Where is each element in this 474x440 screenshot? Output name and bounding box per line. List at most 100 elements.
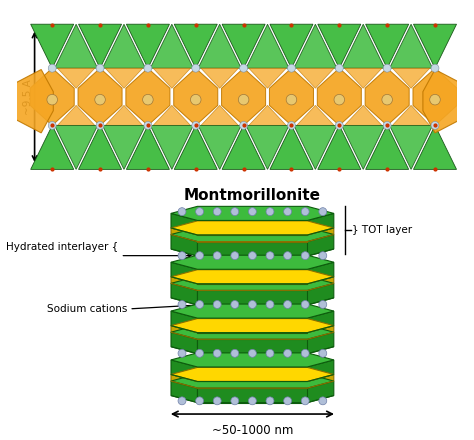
Polygon shape bbox=[127, 24, 169, 68]
Circle shape bbox=[319, 397, 327, 405]
Text: Hydrated interlayer {: Hydrated interlayer { bbox=[6, 242, 118, 252]
Circle shape bbox=[382, 94, 392, 105]
Polygon shape bbox=[150, 24, 193, 68]
Polygon shape bbox=[171, 304, 334, 318]
Circle shape bbox=[231, 208, 239, 216]
Polygon shape bbox=[197, 367, 308, 381]
Polygon shape bbox=[222, 24, 265, 68]
Polygon shape bbox=[423, 70, 471, 133]
Circle shape bbox=[334, 94, 345, 105]
Polygon shape bbox=[308, 332, 334, 354]
Polygon shape bbox=[31, 125, 74, 169]
Polygon shape bbox=[171, 277, 197, 290]
Polygon shape bbox=[5, 70, 53, 133]
Polygon shape bbox=[197, 284, 308, 290]
Circle shape bbox=[231, 252, 239, 260]
Circle shape bbox=[48, 121, 56, 129]
Polygon shape bbox=[57, 68, 95, 88]
Polygon shape bbox=[197, 381, 308, 388]
Polygon shape bbox=[294, 125, 337, 169]
Circle shape bbox=[213, 208, 221, 216]
Polygon shape bbox=[308, 381, 334, 403]
Polygon shape bbox=[392, 105, 430, 125]
Circle shape bbox=[231, 301, 239, 308]
Polygon shape bbox=[153, 68, 191, 88]
Circle shape bbox=[431, 121, 439, 129]
Polygon shape bbox=[79, 125, 122, 169]
Circle shape bbox=[96, 121, 104, 129]
Polygon shape bbox=[318, 24, 361, 68]
Polygon shape bbox=[365, 125, 409, 169]
Circle shape bbox=[319, 301, 327, 308]
Polygon shape bbox=[221, 68, 265, 125]
Polygon shape bbox=[308, 228, 334, 242]
Polygon shape bbox=[171, 262, 197, 284]
Polygon shape bbox=[55, 125, 98, 169]
Circle shape bbox=[240, 64, 247, 72]
Polygon shape bbox=[345, 68, 382, 88]
Polygon shape bbox=[171, 326, 197, 339]
Circle shape bbox=[178, 252, 186, 260]
Circle shape bbox=[383, 64, 391, 72]
Circle shape bbox=[178, 397, 186, 405]
Circle shape bbox=[288, 121, 295, 129]
Polygon shape bbox=[197, 333, 308, 339]
Circle shape bbox=[266, 349, 274, 357]
Polygon shape bbox=[270, 125, 313, 169]
Polygon shape bbox=[55, 24, 98, 68]
Polygon shape bbox=[390, 125, 433, 169]
Polygon shape bbox=[171, 227, 334, 242]
Polygon shape bbox=[171, 270, 334, 284]
Circle shape bbox=[301, 397, 309, 405]
Polygon shape bbox=[171, 325, 334, 339]
Circle shape bbox=[144, 121, 152, 129]
Polygon shape bbox=[201, 105, 238, 125]
Circle shape bbox=[301, 301, 309, 308]
Circle shape bbox=[240, 121, 247, 129]
Circle shape bbox=[144, 64, 152, 72]
Circle shape bbox=[319, 252, 327, 260]
Polygon shape bbox=[249, 68, 286, 88]
Circle shape bbox=[248, 252, 256, 260]
Polygon shape bbox=[345, 105, 382, 125]
Polygon shape bbox=[171, 255, 334, 269]
Text: Montmorillonite: Montmorillonite bbox=[184, 188, 321, 203]
Circle shape bbox=[178, 208, 186, 216]
Polygon shape bbox=[197, 318, 308, 333]
Polygon shape bbox=[171, 374, 197, 388]
Polygon shape bbox=[308, 277, 334, 290]
Polygon shape bbox=[222, 125, 265, 169]
Polygon shape bbox=[171, 213, 197, 235]
Polygon shape bbox=[127, 125, 169, 169]
Polygon shape bbox=[153, 105, 191, 125]
Circle shape bbox=[196, 349, 203, 357]
Polygon shape bbox=[174, 125, 217, 169]
Circle shape bbox=[238, 94, 249, 105]
Polygon shape bbox=[102, 125, 146, 169]
Polygon shape bbox=[30, 68, 74, 125]
Polygon shape bbox=[197, 242, 308, 256]
Circle shape bbox=[48, 64, 56, 72]
Circle shape bbox=[301, 208, 309, 216]
Polygon shape bbox=[174, 24, 217, 68]
Circle shape bbox=[283, 301, 292, 308]
Polygon shape bbox=[171, 228, 197, 242]
Polygon shape bbox=[171, 276, 334, 290]
Polygon shape bbox=[308, 360, 334, 381]
Circle shape bbox=[283, 252, 292, 260]
Polygon shape bbox=[413, 68, 457, 125]
Circle shape bbox=[283, 208, 292, 216]
Polygon shape bbox=[174, 68, 218, 125]
Circle shape bbox=[431, 64, 439, 72]
Polygon shape bbox=[365, 24, 409, 68]
Circle shape bbox=[213, 349, 221, 357]
Polygon shape bbox=[246, 125, 289, 169]
Circle shape bbox=[383, 121, 391, 129]
Polygon shape bbox=[198, 24, 241, 68]
Polygon shape bbox=[308, 235, 334, 256]
Polygon shape bbox=[171, 374, 334, 388]
Circle shape bbox=[47, 94, 57, 105]
Polygon shape bbox=[171, 235, 197, 256]
Polygon shape bbox=[308, 311, 334, 333]
Circle shape bbox=[335, 64, 343, 72]
